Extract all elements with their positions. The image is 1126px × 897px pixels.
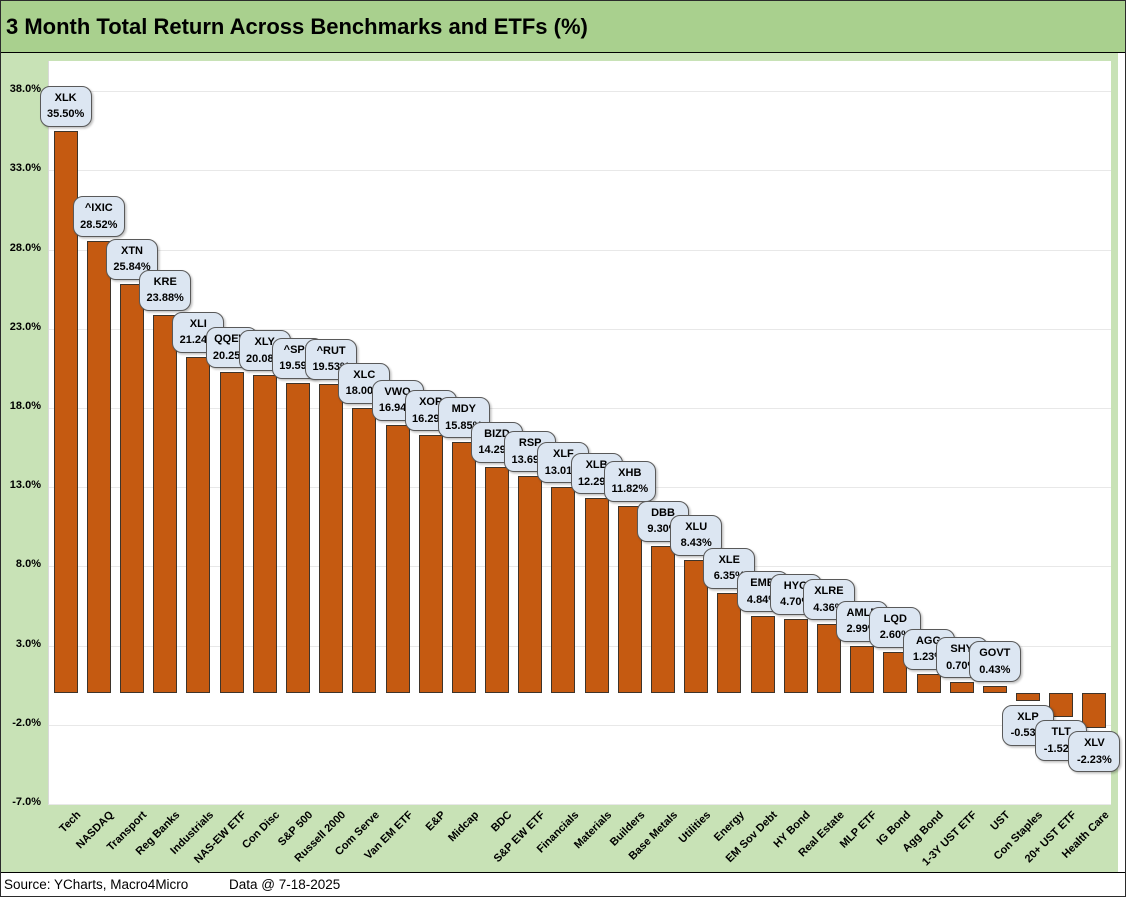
data-label-ticker: XLE	[718, 553, 740, 566]
data-label-value: -2.23%	[1076, 753, 1112, 766]
bar	[285, 382, 310, 694]
y-tick-label: -7.0%	[12, 796, 41, 808]
data-label-value: 8.43%	[680, 537, 712, 550]
bar	[949, 682, 974, 694]
source-text: Source: YCharts, Macro4Micro	[4, 877, 189, 892]
data-label-ticker: XLRE	[814, 585, 844, 597]
chart-title-bar: 3 Month Total Return Across Benchmarks a…	[1, 1, 1125, 53]
y-tick-label: 38.0%	[9, 83, 41, 95]
bar	[186, 356, 211, 694]
data-label-ticker: XLF	[553, 448, 574, 460]
data-label-callout: XHB 11.82%	[603, 460, 656, 502]
bar	[783, 618, 808, 694]
data-label-ticker: EMB	[750, 577, 775, 590]
data-label-ticker: DBB	[651, 506, 675, 519]
data-label-value: 35.50%	[46, 108, 85, 121]
gridline	[49, 170, 1111, 171]
gridline	[49, 91, 1111, 92]
data-label-callout: GOVT 0.43%	[968, 641, 1021, 683]
data-label-ticker: XLI	[189, 317, 207, 330]
data-label-value: 23.88%	[146, 292, 184, 305]
data-label-ticker: XOP	[419, 396, 443, 408]
data-label-ticker: MDY	[451, 403, 477, 415]
data-label-ticker: XLV	[1084, 737, 1105, 750]
y-tick-label: 3.0%	[15, 638, 41, 650]
data-label-callout: MDY 15.85%	[437, 397, 490, 438]
bar	[750, 616, 775, 694]
y-tick-label: 13.0%	[9, 479, 41, 491]
data-label-ticker: ^SPX	[283, 343, 313, 356]
bar	[352, 407, 377, 694]
bar	[385, 424, 410, 694]
data-label-value: 25.84%	[113, 261, 151, 274]
gridline	[49, 408, 1111, 409]
data-label-ticker: VWO	[384, 385, 411, 398]
gridline	[49, 725, 1111, 726]
data-label-ticker: GOVT	[979, 647, 1011, 660]
bar	[451, 442, 476, 694]
data-label-callout: ^IXIC 28.52%	[72, 196, 125, 238]
gridline	[49, 646, 1111, 647]
bar	[1082, 693, 1107, 729]
gridline	[49, 566, 1111, 567]
bar	[153, 314, 178, 694]
bar	[485, 466, 509, 694]
bar	[319, 383, 344, 694]
y-tick-label: 33.0%	[9, 162, 41, 174]
data-label-ticker: XLP	[1017, 710, 1039, 723]
bar	[252, 375, 277, 694]
bar	[717, 592, 742, 694]
data-label-ticker: ^IXIC	[84, 202, 113, 215]
footer: Source: YCharts, Macro4Micro Data @ 7-18…	[1, 872, 1125, 896]
bar	[651, 545, 675, 694]
y-tick-label: 23.0%	[9, 321, 41, 333]
data-label-ticker: BIZD	[484, 427, 510, 440]
data-label-ticker: KRE	[153, 275, 177, 288]
bar	[1016, 693, 1040, 702]
y-tick-label: 18.0%	[9, 400, 41, 412]
data-label-ticker: LQD	[883, 612, 907, 625]
y-tick-label: 8.0%	[15, 558, 41, 570]
data-label-value: 28.52%	[80, 218, 118, 231]
data-label-ticker: XLY	[254, 336, 275, 348]
data-label-ticker: SHY	[950, 643, 973, 655]
data-label-ticker: TLT	[1051, 726, 1071, 739]
data-label-callout: XLV -2.23%	[1068, 731, 1121, 773]
data-label-ticker: RSP	[518, 437, 542, 450]
data-label-ticker: XTN	[121, 244, 143, 257]
y-tick-label: 28.0%	[9, 242, 41, 254]
data-label-ticker: AGG	[915, 634, 942, 647]
y-tick-label: -2.0%	[12, 717, 41, 729]
data-label-ticker: XLK	[54, 91, 77, 104]
bar	[982, 686, 1007, 694]
gridline	[49, 329, 1111, 330]
bar	[219, 372, 244, 694]
bar	[518, 476, 543, 694]
bar	[584, 498, 609, 694]
data-label-callout: KRE 23.88%	[139, 269, 192, 311]
bar	[418, 435, 443, 694]
data-label-ticker: ^RUT	[316, 344, 346, 357]
chart-title: 3 Month Total Return Across Benchmarks a…	[6, 13, 588, 39]
bar	[551, 487, 576, 694]
data-label-ticker: XLU	[685, 520, 708, 533]
data-label-ticker: HYG	[783, 579, 808, 592]
data-date-text: Data @ 7-18-2025	[229, 877, 341, 892]
gridline	[49, 250, 1111, 251]
data-label-ticker: XLC	[353, 368, 376, 381]
data-label-value: 0.43%	[979, 663, 1011, 676]
data-label-ticker: XHB	[618, 466, 642, 479]
data-label-ticker: XLB	[585, 459, 608, 472]
bar	[86, 241, 111, 694]
bar	[916, 673, 941, 694]
plot-area: XLK 35.50% ^IXIC 28.52% XTN 25.84% KRE 23.88% XL…	[39, 61, 1121, 805]
bar	[850, 645, 875, 694]
bar	[120, 283, 144, 694]
data-label-value: 11.82%	[611, 483, 649, 496]
data-label-callout: XLK 35.50%	[39, 85, 92, 127]
